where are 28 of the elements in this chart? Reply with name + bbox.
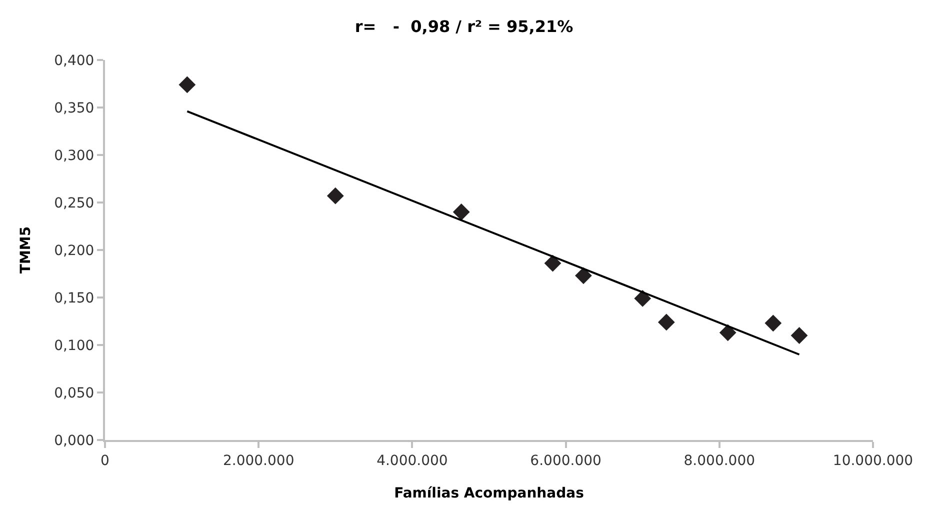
x-axis-title: Famílias Acompanhadas xyxy=(394,486,584,502)
y-axis-title: TMM5 xyxy=(18,226,34,274)
y-tick-label: 0,300 xyxy=(54,148,94,164)
point xyxy=(764,314,782,332)
y-tick-label: 0,250 xyxy=(54,195,94,212)
point xyxy=(634,290,652,307)
point xyxy=(575,267,592,284)
point xyxy=(719,324,736,342)
x-tick-label: 6.000.000 xyxy=(530,452,602,469)
y-tick-label: 0,100 xyxy=(54,338,94,354)
point xyxy=(452,204,470,220)
point xyxy=(790,327,808,344)
x-tick-label: 8.000.000 xyxy=(684,452,756,469)
point xyxy=(658,314,675,331)
x-tick-label: 0 xyxy=(100,452,110,469)
point xyxy=(326,187,344,204)
x-tick-label: 4.000.000 xyxy=(376,452,448,469)
x-tick-label: 10.000.000 xyxy=(832,452,914,469)
point xyxy=(178,76,196,94)
point xyxy=(544,254,562,272)
x-tick-label: 2.000.000 xyxy=(222,452,294,469)
y-tick-label: 0,050 xyxy=(54,385,94,402)
y-tick-label: 0,200 xyxy=(54,242,94,259)
y-tick-label: 0,150 xyxy=(54,290,94,306)
y-tick-label: 0,350 xyxy=(54,100,94,116)
y-tick-label: 0,000 xyxy=(54,432,94,449)
chart-title: r= - 0,98 / r² = 95,21% xyxy=(354,17,574,36)
y-tick-label: 0,400 xyxy=(54,52,94,69)
